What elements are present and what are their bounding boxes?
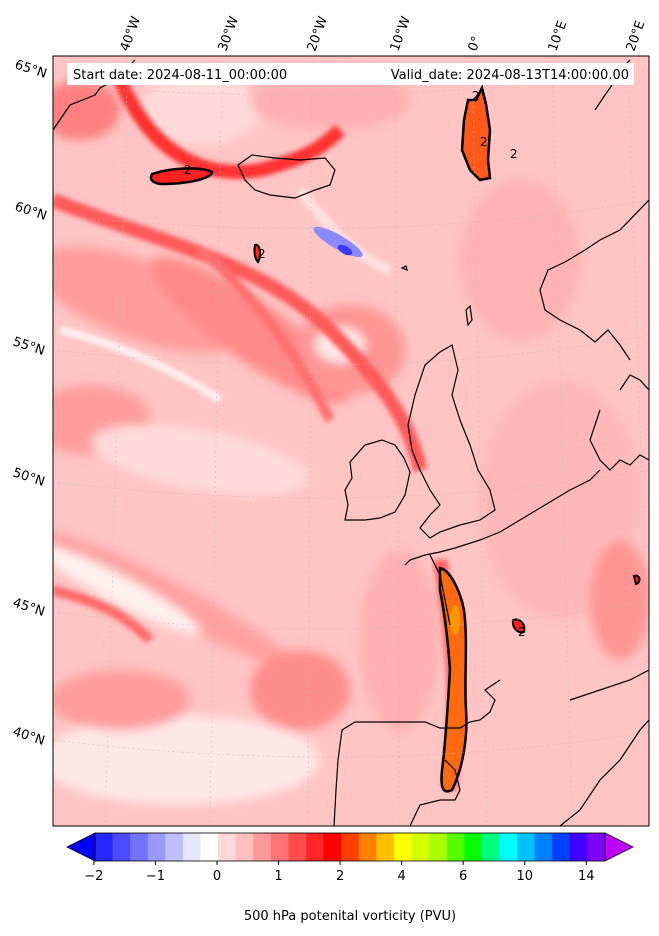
pv2-cores xyxy=(149,84,641,793)
coast-faroe xyxy=(400,265,408,271)
colorbar-swatch xyxy=(341,833,360,861)
longitude-labels: 40°W 30°W 20°W 10°W 0° 10°E 20°E xyxy=(118,14,649,53)
lat-label: 45°N xyxy=(11,596,47,620)
pv2-core-small-2 xyxy=(253,243,262,264)
lon-label: 0° xyxy=(466,34,485,53)
map-panel: 2 2 2 2 2 2 Start date: 2024-08-11_00:00… xyxy=(53,56,649,826)
colorbar-swatch xyxy=(464,833,483,861)
colorbar-swatch xyxy=(112,833,131,861)
colorbar-swatch xyxy=(587,833,606,861)
colorbar-extend-min xyxy=(66,832,96,862)
lon-label: 20°E xyxy=(624,19,649,54)
colorbar-swatch xyxy=(499,833,518,861)
lon-label: 40°W xyxy=(118,14,144,53)
contour-label: 2 xyxy=(258,247,266,261)
pv2-core-iceland-sea xyxy=(149,167,214,186)
coast-ireland xyxy=(344,439,411,521)
coast-baltic xyxy=(619,374,649,391)
colorbar-swatch xyxy=(517,833,536,861)
colorbar-swatch xyxy=(200,833,219,861)
colorbar-swatch xyxy=(552,833,571,861)
colorbar-swatches xyxy=(95,833,606,861)
colorbar-extend-max xyxy=(604,832,634,862)
colorbar-tick-label: 4 xyxy=(397,869,405,884)
colorbar-tick-label: 1 xyxy=(274,869,282,884)
colorbar-swatch xyxy=(481,833,500,861)
colorbar-swatch xyxy=(534,833,553,861)
lat-label: 40°N xyxy=(11,725,47,749)
colorbar-swatch xyxy=(358,833,377,861)
colorbar-swatch xyxy=(270,833,289,861)
lat-label: 65°N xyxy=(13,58,49,82)
coast-iceland xyxy=(237,154,336,199)
colorbar-tick-label: 14 xyxy=(578,869,595,884)
coast-denmark-germany xyxy=(589,409,649,471)
colorbar-swatch xyxy=(147,833,166,861)
coast-italy xyxy=(569,669,649,701)
pv2-core-small-1 xyxy=(511,618,526,634)
pv-high-core xyxy=(450,605,460,635)
coast-norway xyxy=(539,199,649,361)
colorbar-swatch xyxy=(393,833,413,861)
colorbar-swatch xyxy=(323,833,342,861)
pv2-core-north-sea xyxy=(460,84,492,182)
colorbar-tick-label: 6 xyxy=(459,869,467,884)
contour-label: 2 xyxy=(472,89,480,103)
colorbar-swatch xyxy=(95,833,114,861)
colorbar-tick-label: 0 xyxy=(213,869,221,884)
colorbar-swatch xyxy=(446,833,465,861)
coast-iberia xyxy=(333,679,501,826)
pv2-core-small-3 xyxy=(632,574,641,586)
colorbar: −2 −1 0 1 2 4 6 10 14 500 hPa potenital vorticit… xyxy=(66,832,634,924)
colorbar-title: 500 hPa potenital vorticity (PVU) xyxy=(244,909,456,924)
header-banner xyxy=(67,63,634,85)
colorbar-swatch xyxy=(235,833,254,861)
colorbar-swatch xyxy=(376,833,395,861)
negative-pv-core xyxy=(337,244,353,256)
latitude-labels: 65°N 60°N 55°N 50°N 45°N 40°N xyxy=(11,58,49,749)
start-date-text: Start date: 2024-08-11_00:00:00 xyxy=(73,68,287,83)
lon-label: 10°E xyxy=(546,19,571,54)
colorbar-swatch xyxy=(429,833,448,861)
contour-label: 2 xyxy=(184,163,192,177)
coast-france-west xyxy=(429,554,451,626)
colorbar-tick-label: 10 xyxy=(516,869,533,884)
contour-label: 2 xyxy=(518,625,526,639)
coast-shetland xyxy=(465,304,473,327)
contour-label: 2 xyxy=(510,147,518,161)
lat-label: 60°N xyxy=(13,200,49,224)
colorbar-swatch xyxy=(182,833,202,861)
colorbar-swatch xyxy=(253,833,272,861)
colorbar-tick-label: −1 xyxy=(146,869,165,884)
pv-streamers xyxy=(53,77,462,791)
colorbar-swatch xyxy=(306,833,325,861)
graticule xyxy=(53,56,649,826)
colorbar-swatch xyxy=(411,833,430,861)
colorbar-swatch xyxy=(218,833,237,861)
colorbar-tick-label: 2 xyxy=(336,869,344,884)
colorbar-swatch xyxy=(165,833,184,861)
colorbar-swatch xyxy=(288,833,307,861)
lon-label: 20°W xyxy=(305,14,331,53)
coast-low-countries-france xyxy=(404,469,601,566)
colorbar-frame xyxy=(94,832,606,862)
valid-date-text: Valid_date: 2024-08-13T14:00:00.00 xyxy=(391,68,629,83)
colorbar-ticks: −2 −1 0 1 2 4 6 10 14 xyxy=(84,861,595,884)
lon-label: 30°W xyxy=(216,14,242,53)
coast-great-britain xyxy=(407,344,496,539)
lon-label: 10°W xyxy=(388,14,414,53)
colorbar-swatch xyxy=(569,833,588,861)
coast-iberia-south xyxy=(409,759,461,826)
lat-label: 50°N xyxy=(11,466,47,490)
colorbar-swatch xyxy=(130,833,149,861)
map-frame xyxy=(52,55,650,827)
coast-mediterranean xyxy=(559,719,649,826)
contour-labels: 2 2 2 2 2 2 xyxy=(184,89,526,639)
colorbar-tick-label: −2 xyxy=(84,869,103,884)
contour-label: 2 xyxy=(480,135,488,149)
lat-label: 55°N xyxy=(11,335,47,359)
